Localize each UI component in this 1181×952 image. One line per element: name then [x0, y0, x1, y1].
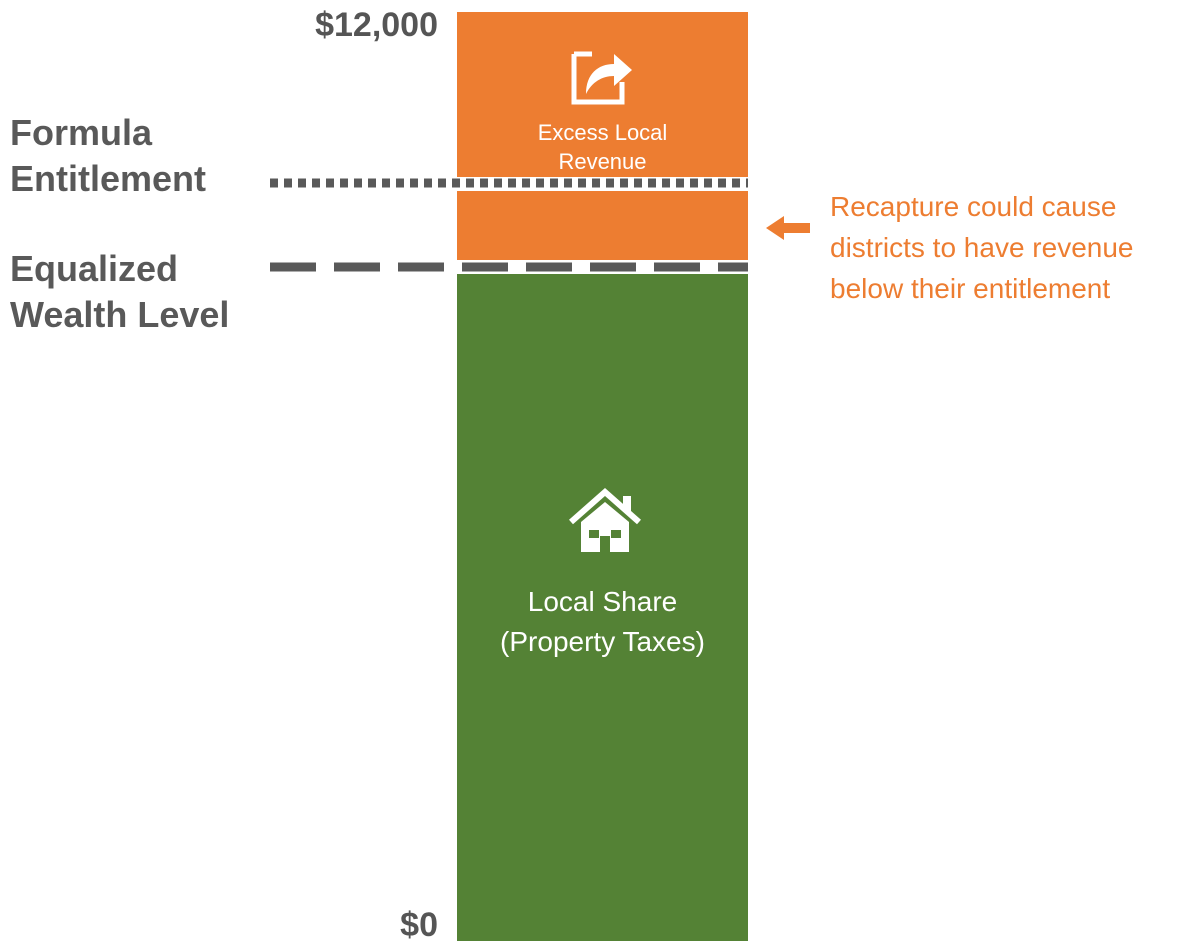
house-icon: [569, 488, 641, 552]
equalized-wealth-level-label: Equalized Wealth Level: [10, 248, 230, 335]
bar-segment-excess-local-revenue: Excess Local Revenue: [457, 12, 748, 260]
formula-entitlement-label: Formula Entitlement: [10, 112, 207, 199]
equalized-wealth-level-line: [270, 262, 748, 272]
bar-segment-local-share: Local Share (Property Taxes): [457, 274, 748, 941]
local-share-label: Local Share (Property Taxes): [500, 586, 705, 657]
formula-entitlement-line: [270, 178, 748, 188]
left-arrow-icon: [766, 216, 810, 240]
excess-local-revenue-label: Excess Local Revenue: [537, 120, 668, 174]
y-tick-top: $12,000: [315, 6, 438, 44]
share-arrow-icon: [571, 51, 632, 105]
recapture-annotation: Recapture could cause districts to have …: [830, 191, 1134, 304]
y-tick-bottom: $0: [400, 906, 438, 944]
